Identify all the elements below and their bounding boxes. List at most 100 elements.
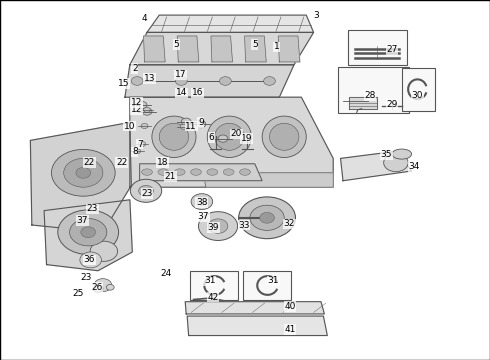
- Circle shape: [197, 198, 207, 205]
- Text: 42: 42: [208, 292, 219, 302]
- Text: 20: 20: [230, 130, 242, 139]
- Ellipse shape: [215, 123, 244, 150]
- Text: 37: 37: [197, 212, 209, 221]
- Circle shape: [80, 252, 101, 268]
- Text: 13: 13: [144, 74, 155, 83]
- Text: 5: 5: [173, 40, 179, 49]
- Circle shape: [220, 77, 231, 85]
- Polygon shape: [278, 36, 300, 62]
- Circle shape: [137, 102, 147, 109]
- Text: 22: 22: [116, 158, 127, 167]
- Ellipse shape: [270, 123, 299, 150]
- Polygon shape: [144, 36, 165, 62]
- Circle shape: [130, 179, 162, 202]
- Circle shape: [134, 149, 141, 154]
- Circle shape: [51, 149, 115, 196]
- Circle shape: [81, 227, 96, 238]
- Text: 26: 26: [91, 283, 103, 292]
- Bar: [338, 67, 409, 113]
- Polygon shape: [140, 164, 262, 181]
- Polygon shape: [211, 36, 232, 62]
- Circle shape: [180, 124, 187, 129]
- Polygon shape: [203, 173, 333, 187]
- Ellipse shape: [159, 123, 189, 150]
- Text: 38: 38: [196, 198, 208, 207]
- Circle shape: [196, 121, 206, 128]
- Polygon shape: [130, 97, 333, 187]
- Text: 29: 29: [386, 100, 398, 109]
- Ellipse shape: [207, 116, 251, 158]
- Circle shape: [93, 285, 103, 292]
- Text: 12: 12: [130, 98, 142, 107]
- Ellipse shape: [207, 169, 218, 175]
- Text: 7: 7: [137, 140, 143, 149]
- Polygon shape: [130, 32, 314, 65]
- Text: 6: 6: [209, 133, 215, 142]
- Text: 39: 39: [207, 223, 219, 232]
- Circle shape: [141, 123, 148, 129]
- Text: 33: 33: [238, 220, 250, 230]
- Circle shape: [144, 107, 150, 112]
- Text: 12: 12: [130, 105, 142, 114]
- Bar: [243, 271, 291, 300]
- Circle shape: [218, 135, 228, 142]
- Text: 27: 27: [386, 45, 398, 54]
- Bar: [348, 30, 407, 65]
- Text: 3: 3: [313, 11, 319, 20]
- Ellipse shape: [223, 169, 234, 175]
- Ellipse shape: [174, 169, 185, 175]
- Circle shape: [181, 118, 191, 125]
- Text: 34: 34: [408, 162, 420, 171]
- Ellipse shape: [262, 116, 306, 158]
- Text: 23: 23: [86, 204, 98, 213]
- Text: 28: 28: [364, 91, 376, 100]
- Circle shape: [250, 205, 284, 230]
- Text: 30: 30: [412, 91, 423, 100]
- Text: 17: 17: [174, 71, 186, 80]
- Text: 31: 31: [204, 276, 216, 285]
- Text: 24: 24: [160, 269, 171, 278]
- Text: 9: 9: [198, 118, 204, 127]
- Circle shape: [191, 194, 213, 210]
- Text: 14: 14: [175, 89, 187, 98]
- Text: 11: 11: [185, 122, 197, 131]
- Polygon shape: [177, 36, 199, 62]
- Text: 36: 36: [83, 256, 95, 264]
- Circle shape: [106, 284, 114, 290]
- Circle shape: [131, 77, 143, 85]
- Text: 1: 1: [274, 42, 280, 51]
- Polygon shape: [245, 36, 266, 62]
- Circle shape: [208, 219, 228, 233]
- Polygon shape: [44, 200, 132, 271]
- Ellipse shape: [158, 169, 169, 175]
- Polygon shape: [349, 97, 377, 109]
- Ellipse shape: [392, 149, 412, 159]
- Text: 10: 10: [124, 122, 136, 131]
- Circle shape: [142, 108, 152, 115]
- Polygon shape: [185, 302, 324, 314]
- Polygon shape: [341, 151, 412, 181]
- Ellipse shape: [240, 169, 250, 175]
- Bar: [402, 68, 435, 111]
- Text: 23: 23: [80, 274, 92, 282]
- Circle shape: [239, 197, 295, 239]
- Text: 22: 22: [84, 158, 95, 167]
- Text: 21: 21: [165, 172, 176, 181]
- Polygon shape: [147, 15, 314, 32]
- Text: 40: 40: [284, 302, 296, 311]
- Text: 32: 32: [283, 220, 295, 229]
- Text: 16: 16: [192, 89, 203, 98]
- Circle shape: [264, 77, 275, 85]
- Polygon shape: [187, 316, 327, 336]
- Circle shape: [175, 77, 187, 85]
- Circle shape: [94, 279, 112, 292]
- Text: 35: 35: [380, 150, 392, 159]
- Bar: [190, 271, 238, 300]
- Circle shape: [70, 219, 107, 246]
- Circle shape: [384, 154, 408, 172]
- Text: 2: 2: [132, 64, 138, 73]
- Text: 23: 23: [141, 189, 153, 198]
- Circle shape: [139, 141, 146, 147]
- Circle shape: [260, 212, 274, 223]
- Text: 31: 31: [268, 276, 279, 285]
